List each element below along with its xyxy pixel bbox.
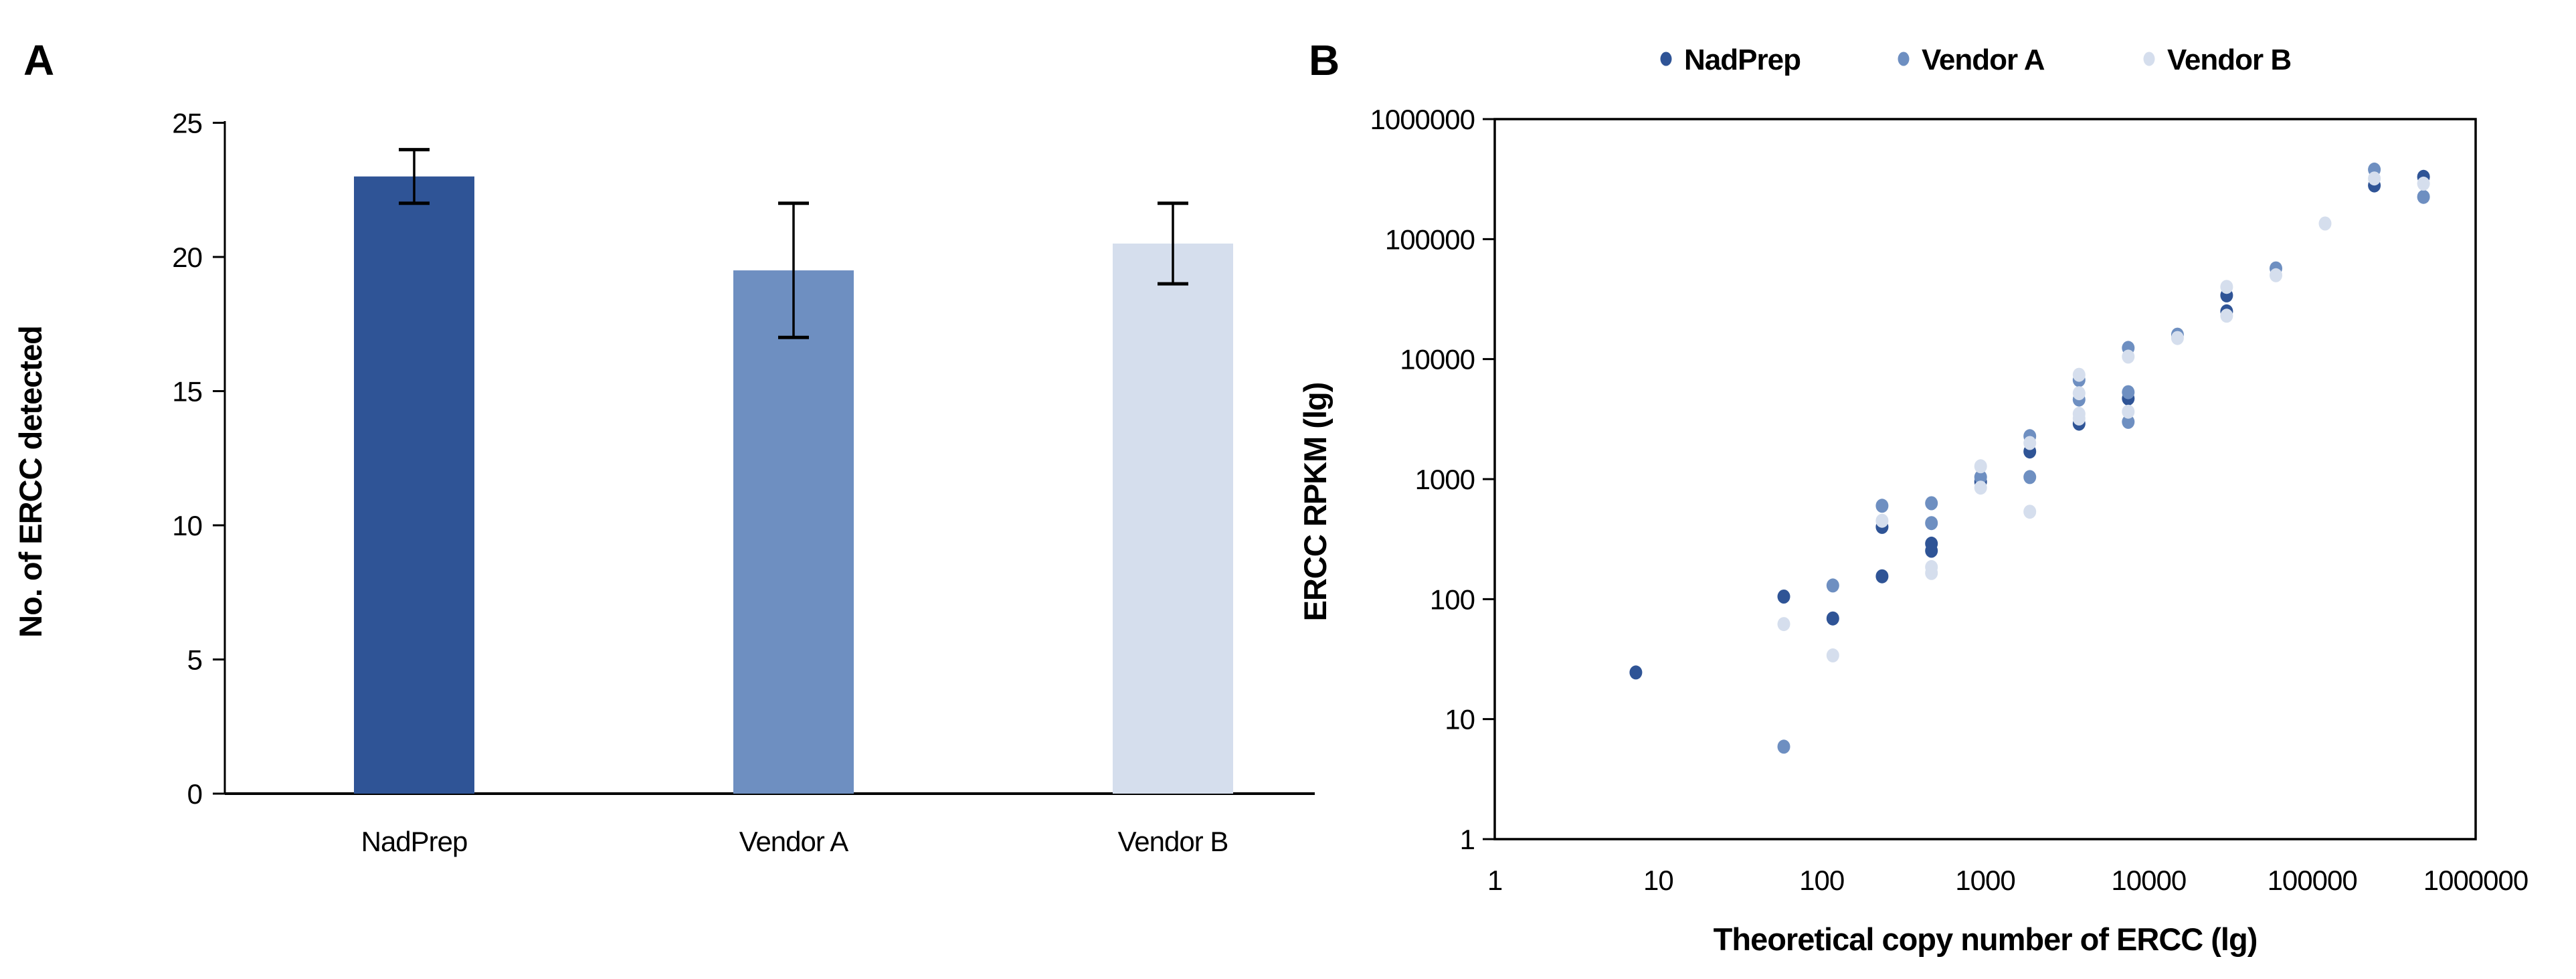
y-axis-tick-label: 1000000: [1370, 104, 1475, 135]
y-axis-tick-label: 10: [172, 510, 202, 541]
bar-vendor-b: [1113, 243, 1233, 794]
panel-b-letter: B: [1309, 36, 1340, 84]
scatter-point-vendor-b: [2072, 367, 2086, 382]
scatter-point-nadprep: [1925, 543, 1938, 558]
scatter-point-vendor-b: [2368, 171, 2381, 186]
panel-b-x-axis-title: Theoretical copy number of ERCC (lg): [1714, 921, 2258, 957]
x-axis-tick-label: 100: [1799, 865, 1844, 896]
category-label: NadPrep: [361, 826, 468, 857]
y-axis-tick-label: 10: [1445, 704, 1475, 735]
legend-label-nadprep: NadPrep: [1684, 43, 1801, 76]
scatter-point-vendor-b: [2072, 411, 2086, 426]
x-axis-tick-label: 10000: [2111, 865, 2186, 896]
scatter-point-vendor-b: [2318, 216, 2332, 231]
scatter-point-vendor-b: [2220, 280, 2233, 294]
scatter-point-vendor-a: [1875, 499, 1889, 513]
panel-b-scatter-chart: 1 10 100 1000 10000 100000 1000000 1 10 100 1000 10…: [1370, 43, 2528, 896]
y-axis-tick-label: 100000: [1385, 224, 1475, 255]
scatter-point-vendor-b: [2270, 268, 2282, 282]
scatter-point-vendor-a: [2122, 385, 2135, 399]
scatter-point-vendor-a: [1925, 496, 1938, 511]
scatter-point-vendor-a: [2023, 470, 2037, 484]
scatter-point-nadprep: [1629, 665, 1643, 680]
legend-label-vendor-b: Vendor B: [2167, 43, 2291, 76]
y-axis-tick-label: 10000: [1400, 344, 1475, 375]
y-axis-tick-label: 1000: [1415, 464, 1475, 495]
scatter-point-nadprep: [1777, 590, 1790, 604]
scatter-point-vendor-a: [1777, 739, 1790, 754]
category-label: Vendor B: [1118, 826, 1228, 857]
scatter-point-vendor-b: [2122, 404, 2135, 419]
x-axis-tick-label: 10: [1643, 865, 1673, 896]
scatter-point-vendor-a: [1826, 578, 1839, 593]
scatter-point-nadprep: [1826, 611, 1839, 626]
scatter-point-vendor-a: [2122, 414, 2135, 429]
scatter-point-vendor-a: [1974, 470, 1987, 484]
scatter-point-vendor-a: [1925, 516, 1938, 531]
legend-marker-vendor-a: [1898, 52, 1910, 66]
x-axis-tick-label: 1000000: [2423, 865, 2528, 896]
scatter-point-vendor-b: [1875, 513, 1889, 528]
scatter-point-vendor-b: [2072, 386, 2086, 401]
scatter-point-vendor-b: [2171, 331, 2184, 345]
legend-marker-nadprep: [1660, 52, 1672, 66]
y-axis-tick-label: 15: [172, 376, 202, 408]
scatter-point-vendor-a: [2417, 189, 2430, 204]
panel-a-y-axis-title: No. of ERCC detected: [13, 326, 48, 638]
y-axis-tick-label: 100: [1430, 584, 1475, 615]
bar-vendor-a: [733, 270, 854, 794]
scatter-point-vendor-b: [2122, 349, 2135, 364]
scatter-point-vendor-b: [1777, 617, 1790, 632]
scatter-point-vendor-b: [1826, 648, 1839, 662]
x-axis-tick-label: 100000: [2268, 865, 2357, 896]
y-axis-tick-label: 25: [172, 108, 202, 139]
scatter-point-vendor-b: [2220, 308, 2233, 323]
scatter-point-vendor-b: [1925, 565, 1938, 580]
legend-label-vendor-a: Vendor A: [1922, 43, 2045, 76]
panel-a-letter: A: [23, 36, 54, 84]
scatter-point-nadprep: [1875, 569, 1889, 584]
panel-b-y-axis-title: ERCC RPKM (lg): [1297, 383, 1333, 622]
category-label: Vendor A: [739, 826, 848, 857]
scatter-point-vendor-b: [1974, 459, 1987, 474]
y-axis-tick-label: 0: [187, 778, 202, 810]
y-axis-tick-label: 5: [187, 644, 202, 676]
x-axis-tick-label: 1: [1487, 865, 1502, 896]
scatter-point-vendor-b: [2417, 176, 2430, 191]
scatter-point-vendor-b: [2023, 505, 2037, 519]
scatter-point-vendor-b: [2023, 436, 2037, 450]
legend-marker-vendor-b: [2143, 52, 2155, 66]
panel-a-bar-chart: 0 5 10 15 20 25 NadPrep Vendor A Vendor B: [172, 108, 1315, 857]
bar-nadprep: [354, 176, 474, 794]
y-axis-tick-label: 20: [172, 242, 202, 273]
x-axis-tick-label: 1000: [1955, 865, 2015, 896]
scatter-point-vendor-b: [1974, 480, 1987, 495]
y-axis-tick-label: 1: [1460, 824, 1475, 855]
